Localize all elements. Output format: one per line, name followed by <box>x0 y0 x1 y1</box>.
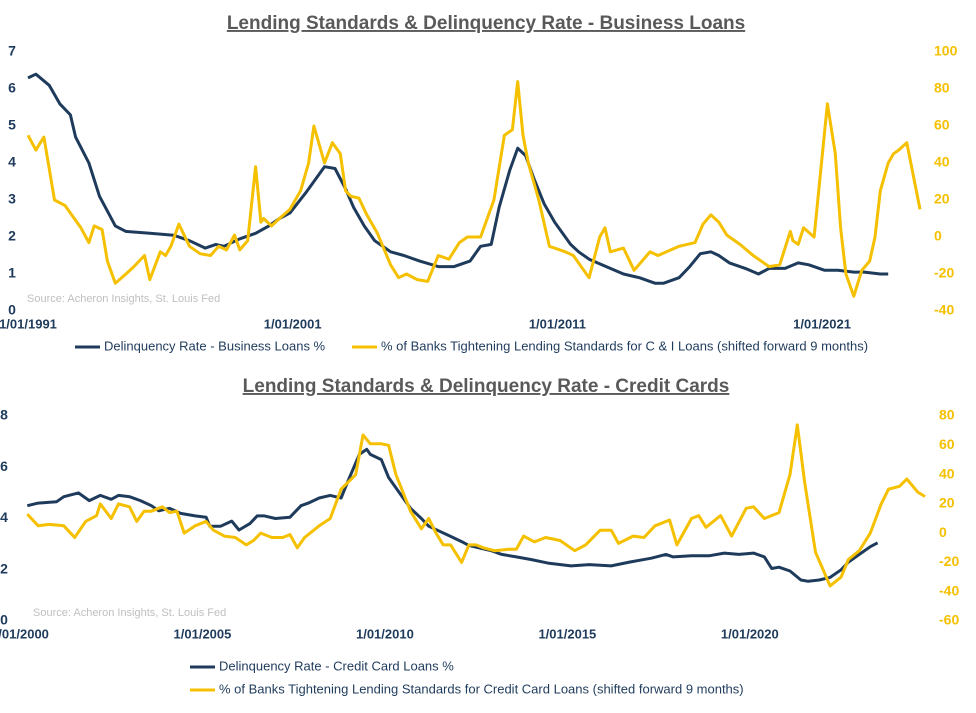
y2-tick-label: 100 <box>934 43 958 59</box>
x-tick-label: 1/01/2000 <box>0 626 49 641</box>
y2-tick-label: 0 <box>934 228 942 244</box>
chart-title: Lending Standards & Delinquency Rate - B… <box>227 13 745 34</box>
y-tick-label: 0 <box>0 612 8 628</box>
x-tick-label: 1/01/2015 <box>538 626 596 641</box>
x-tick-label: 1/01/2001 <box>264 316 322 331</box>
y-tick-label: 1 <box>8 265 16 281</box>
legend-label: % of Banks Tightening Lending Standards … <box>381 338 868 353</box>
y-tick-label: 7 <box>8 43 16 59</box>
x-tick-label: 1/01/2005 <box>174 626 232 641</box>
y-tick-label: 0 <box>8 302 16 318</box>
series-line <box>26 80 922 298</box>
y2-tick-label: 20 <box>934 191 950 207</box>
y2-tick-label: 20 <box>939 495 955 511</box>
series-line <box>27 72 889 285</box>
y-tick-label: 2 <box>0 560 8 576</box>
y2-tick-label: -60 <box>939 612 959 628</box>
chart-title: Lending Standards & Delinquency Rate - C… <box>243 376 730 397</box>
source-note: Source: Acheron Insights, St. Louis Fed <box>33 607 226 619</box>
legend-label: % of Banks Tightening Lending Standards … <box>219 681 744 696</box>
y-tick-label: 6 <box>8 80 16 96</box>
x-tick-label: 1/01/2010 <box>356 626 414 641</box>
y2-tick-label: -20 <box>939 553 959 569</box>
y-tick-label: 3 <box>8 191 16 207</box>
y2-tick-label: 60 <box>934 117 950 133</box>
y-tick-label: 6 <box>0 458 8 474</box>
y2-tick-label: 80 <box>934 80 950 96</box>
legend-label: Delinquency Rate - Credit Card Loans % <box>219 658 454 673</box>
x-tick-label: 1/01/2011 <box>529 316 586 331</box>
y-tick-label: 8 <box>0 407 8 423</box>
y-tick-label: 4 <box>0 509 8 525</box>
y2-tick-label: 80 <box>939 407 955 423</box>
y-tick-label: 5 <box>8 117 16 133</box>
y2-tick-label: 40 <box>934 154 950 170</box>
y2-tick-label: -20 <box>934 265 954 281</box>
y2-tick-label: -40 <box>939 582 959 598</box>
series-line <box>26 447 879 583</box>
x-tick-label: 1/01/1991 <box>0 316 57 331</box>
y2-tick-label: 40 <box>939 465 955 481</box>
y2-tick-label: -40 <box>934 302 954 318</box>
y2-tick-label: 0 <box>939 524 947 540</box>
x-tick-label: 1/01/2020 <box>721 626 779 641</box>
y2-tick-label: 60 <box>939 436 955 452</box>
series-line <box>26 423 926 588</box>
x-tick-label: 1/01/2021 <box>793 316 851 331</box>
source-note: Source: Acheron Insights, St. Louis Fed <box>27 293 220 305</box>
legend-label: Delinquency Rate - Business Loans % <box>104 338 326 353</box>
y-tick-label: 2 <box>8 228 16 244</box>
y-tick-label: 4 <box>8 154 16 170</box>
